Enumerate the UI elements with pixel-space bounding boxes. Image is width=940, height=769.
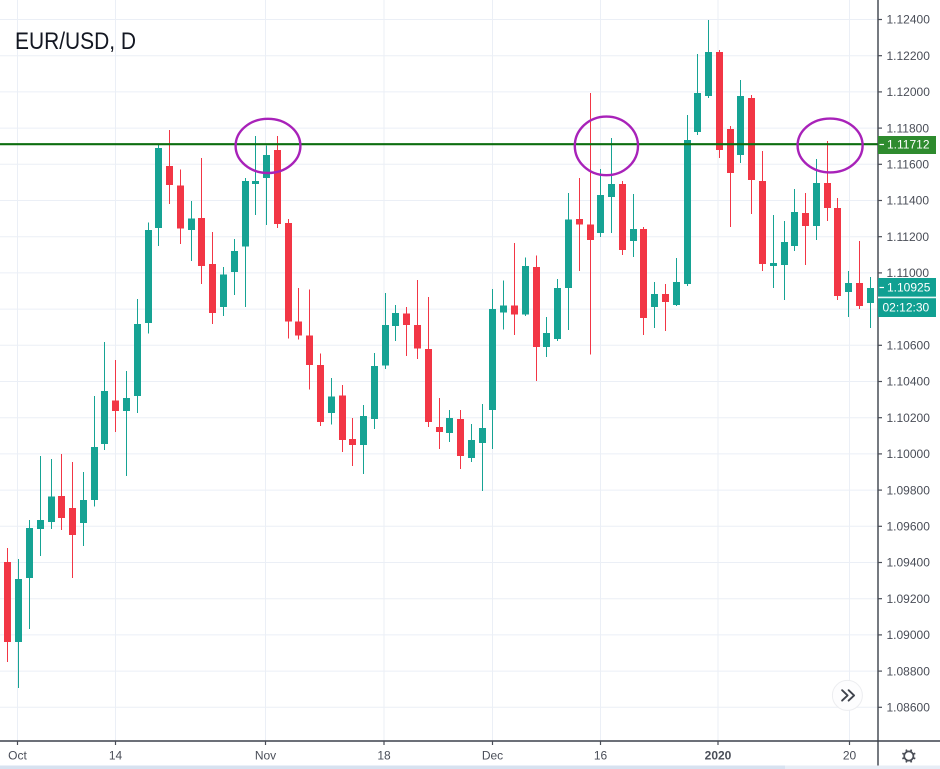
svg-text:1.10600: 1.10600	[887, 339, 931, 353]
svg-text:1.09600: 1.09600	[887, 520, 931, 534]
svg-text:20: 20	[843, 749, 857, 763]
svg-text:1.09000: 1.09000	[887, 628, 931, 642]
svg-text:14: 14	[109, 749, 123, 763]
svg-text:1.11200: 1.11200	[887, 230, 930, 244]
svg-text:1.12400: 1.12400	[887, 13, 931, 27]
svg-text:1.11800: 1.11800	[887, 121, 930, 135]
svg-text:1.10000: 1.10000	[887, 447, 931, 461]
svg-text:1.10925: 1.10925	[887, 281, 931, 295]
svg-text:Dec: Dec	[482, 749, 503, 763]
svg-text:1.12200: 1.12200	[887, 49, 931, 63]
svg-text:1.08800: 1.08800	[887, 664, 931, 678]
svg-text:Oct: Oct	[8, 749, 27, 763]
svg-text:02:12:30: 02:12:30	[883, 300, 930, 314]
svg-text:1.09200: 1.09200	[887, 592, 931, 606]
svg-text:1.11000: 1.11000	[887, 266, 930, 280]
svg-text:1.10400: 1.10400	[887, 375, 931, 389]
svg-text:16: 16	[594, 749, 608, 763]
svg-text:1.08600: 1.08600	[887, 701, 931, 715]
svg-text:2020: 2020	[705, 749, 732, 763]
svg-text:1.09800: 1.09800	[887, 483, 931, 497]
svg-text:1.11400: 1.11400	[887, 194, 930, 208]
svg-text:EUR/USD, D: EUR/USD, D	[15, 28, 136, 55]
svg-text:1.10200: 1.10200	[887, 411, 931, 425]
svg-text:Nov: Nov	[255, 749, 276, 763]
svg-text:18: 18	[377, 749, 391, 763]
svg-text:1.11712: 1.11712	[887, 138, 930, 152]
svg-text:1.12000: 1.12000	[887, 85, 931, 99]
svg-text:1.11600: 1.11600	[887, 158, 930, 172]
svg-text:1.09400: 1.09400	[887, 556, 931, 570]
